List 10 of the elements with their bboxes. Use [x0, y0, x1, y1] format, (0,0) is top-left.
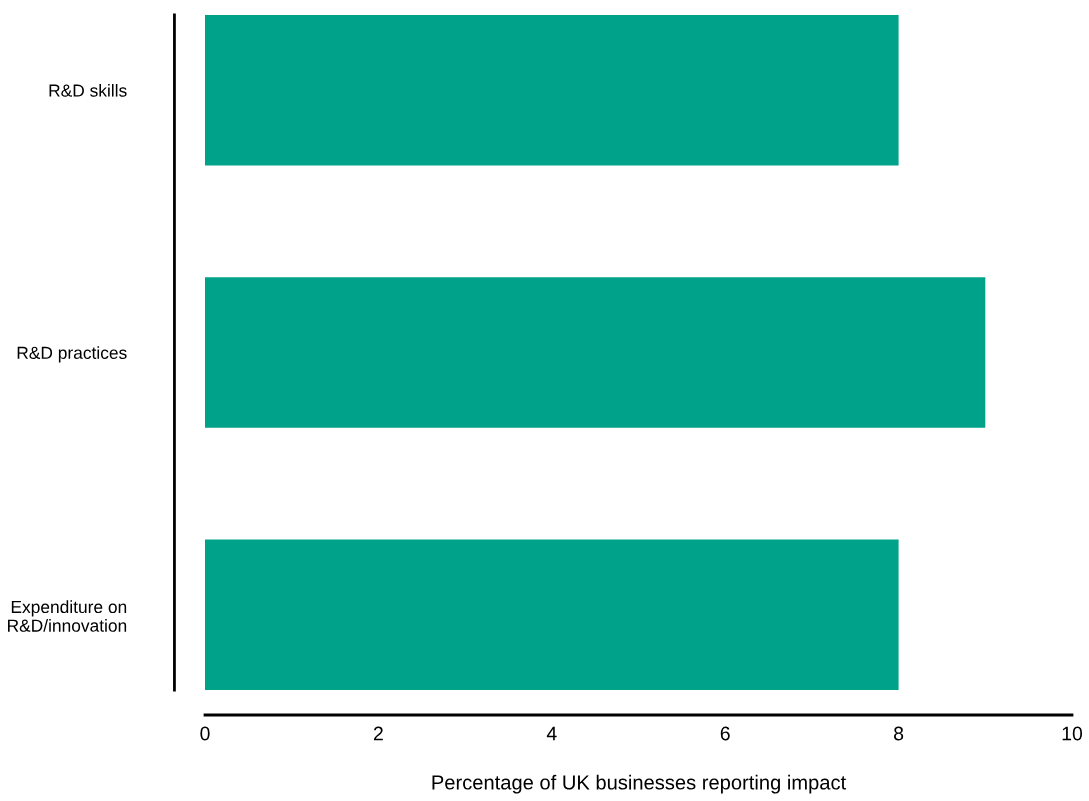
y-tick-label: R&D practices: [17, 346, 127, 363]
y-tick-label: R&D skills: [49, 83, 127, 97]
x-tick-label: 6: [720, 726, 730, 741]
x-tick-label: 2: [373, 726, 383, 741]
x-tick-label: 10: [1062, 726, 1083, 741]
x-axis-title: Percentage of UK businesses reporting impact: [432, 774, 847, 794]
x-tick-label: 4: [546, 726, 557, 741]
y-tick-label: Expenditure on R&D/innovation: [8, 600, 127, 632]
x-tick-label: 0: [200, 726, 210, 741]
x-tick-label: 8: [894, 726, 904, 741]
